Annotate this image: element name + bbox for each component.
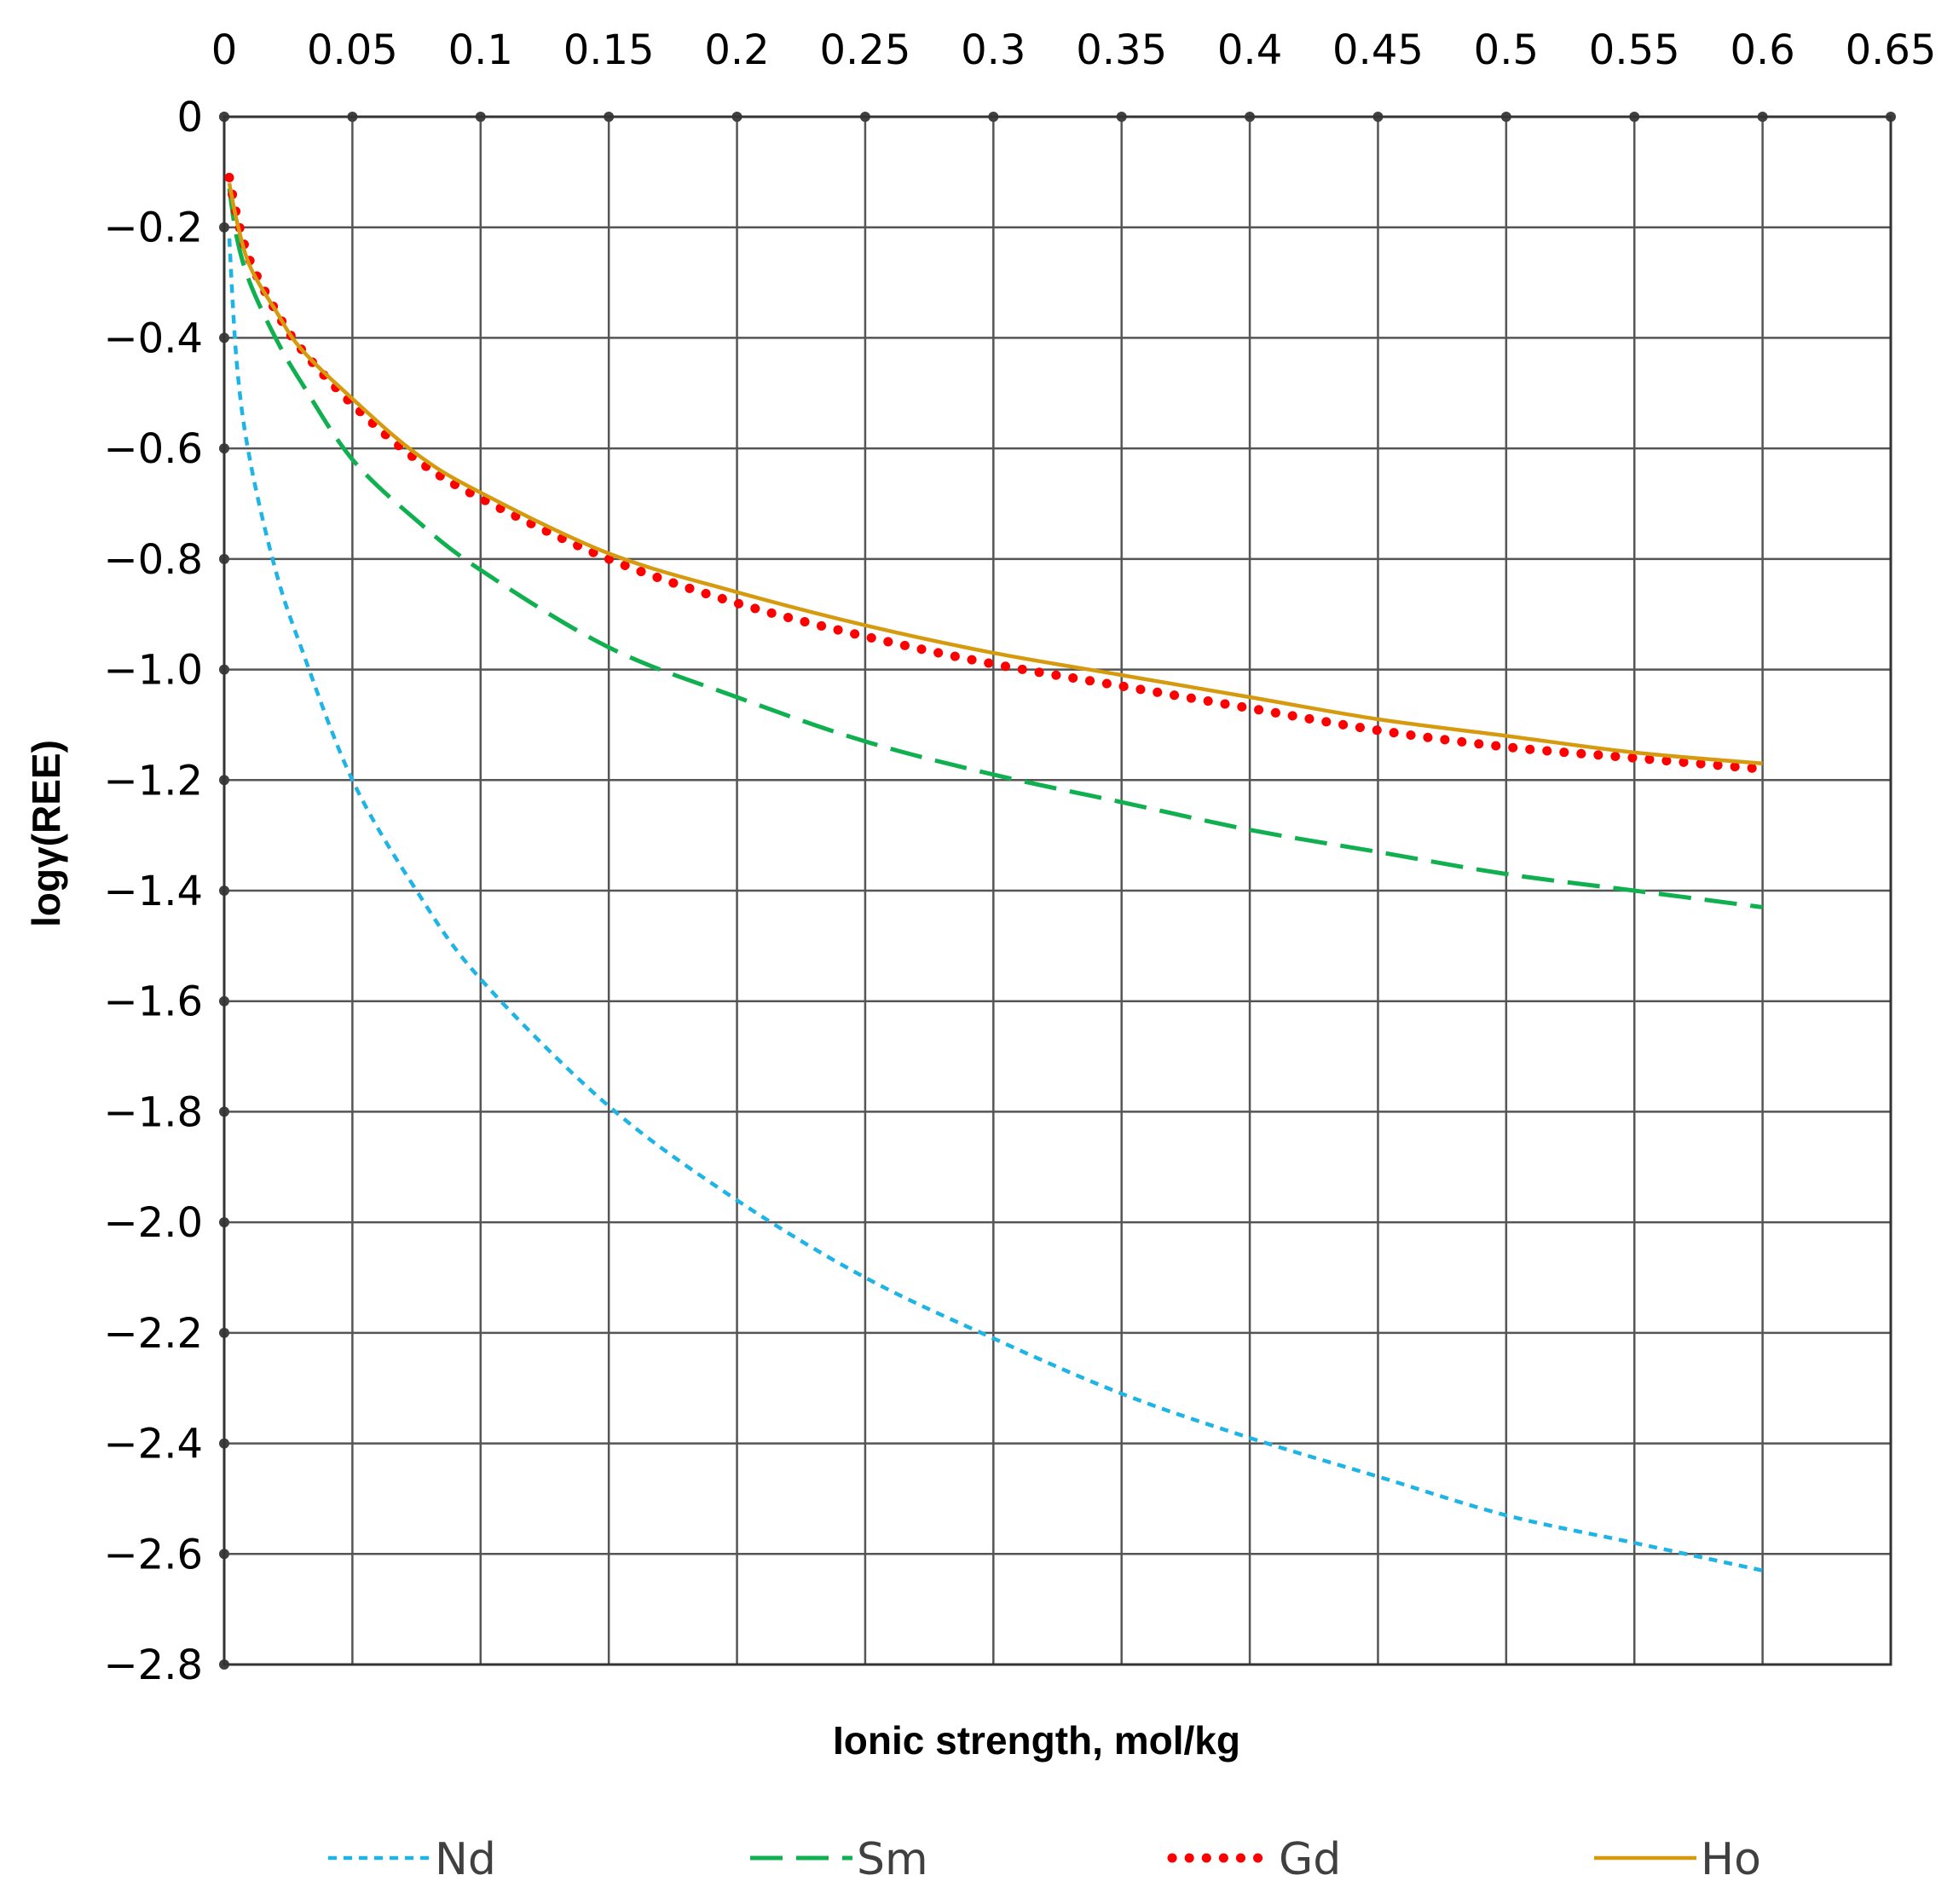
x-tick-label: 0.5 [1474,26,1539,74]
y-tick-label: −1.8 [103,1088,203,1136]
plot-frame [222,115,1892,1666]
x-tick-label: 0.45 [1332,26,1424,74]
x-tick-label: 0.15 [563,26,655,74]
series-line-ho [227,182,1763,766]
y-axis-title: logγ(REE) [24,740,68,927]
x-axis-ticks: 0 0.05 0.1 0.15 0.2 0.25 0.3 0.35 0.4 0.45 0.5 0.55… [211,26,1937,74]
series-lines [224,172,1768,1572]
series-line-nd [227,238,1764,1572]
legend-label-gd: Gd [1279,1834,1341,1885]
y-axis-ticks: 0 −0.2 −0.4 −0.6 −0.8 −1.0 −1.2 −1.4 −1.6 −1.8 −2.… [103,94,203,1689]
x-tick-label: 0.3 [961,26,1026,74]
y-tick-label: −2.6 [103,1531,203,1578]
x-tick-label: 0 [211,26,238,74]
x-tick-label: 0.1 [448,26,513,74]
y-tick-label: −1.6 [103,978,203,1026]
legend-label-ho: Ho [1701,1834,1761,1885]
grid [219,112,1896,1670]
x-tick-label: 0.55 [1589,26,1680,74]
legend-label-nd: Nd [435,1834,496,1885]
x-tick-label: 0.35 [1076,26,1167,74]
x-tick-label: 0.05 [307,26,398,74]
y-tick-label: −2.0 [103,1199,203,1247]
y-tick-label: 0 [176,94,203,141]
x-axis-title: Ionic strength, mol/kg [833,1718,1240,1763]
y-tick-label: −2.2 [103,1310,203,1358]
x-tick-label: 0.4 [1217,26,1282,74]
y-tick-label: −0.8 [103,536,203,584]
series-line-sm [227,188,1763,909]
y-tick-label: −0.6 [103,425,203,473]
legend-label-sm: Sm [857,1834,928,1885]
y-tick-label: −1.0 [103,647,203,695]
y-tick-label: −1.2 [103,757,203,805]
x-tick-label: 0.65 [1846,26,1937,74]
x-tick-label: 0.25 [819,26,910,74]
x-tick-label: 0.6 [1730,26,1794,74]
x-tick-label: 0.2 [704,26,769,74]
y-tick-label: −0.2 [103,205,203,252]
y-tick-label: −2.8 [103,1641,203,1689]
legend: Nd Sm Gd Ho [328,1834,1761,1885]
y-tick-label: −1.4 [103,868,203,915]
y-tick-label: −2.4 [103,1421,203,1468]
y-tick-label: −0.4 [103,314,203,362]
